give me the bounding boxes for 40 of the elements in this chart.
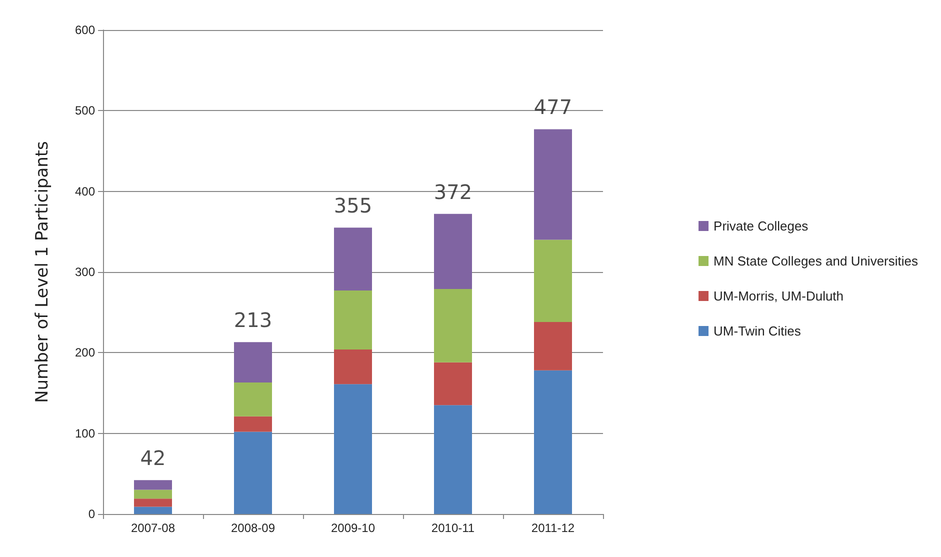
y-tick-label: 0 xyxy=(88,507,96,521)
bar xyxy=(434,288,472,362)
bar xyxy=(134,506,172,514)
legend-label: UM-Morris, UM-Duluth xyxy=(714,288,844,304)
y-tick-label: 200 xyxy=(74,346,96,360)
y-tick-label: 500 xyxy=(74,104,96,118)
bar xyxy=(234,432,272,514)
bar xyxy=(434,362,472,406)
y-axis-title: Number of Level 1 Participants xyxy=(32,140,52,403)
bar xyxy=(234,416,272,432)
bar xyxy=(134,498,172,507)
bar xyxy=(334,228,372,291)
y-tick-label: 400 xyxy=(74,184,96,198)
bar xyxy=(434,405,472,514)
x-tick-label: 2008-09 xyxy=(230,521,276,535)
y-tick-label: 600 xyxy=(74,23,96,37)
bar xyxy=(534,240,572,322)
bar xyxy=(134,480,172,490)
bar xyxy=(334,349,372,384)
x-tick-label: 2009-10 xyxy=(330,521,376,535)
bar xyxy=(234,342,272,383)
total-label: 42 xyxy=(140,446,166,470)
x-tick-label: 2011-12 xyxy=(531,521,575,535)
bar xyxy=(434,214,472,289)
bar xyxy=(534,129,572,240)
legend-label: MN State Colleges and Universities xyxy=(714,254,918,268)
total-label: 213 xyxy=(234,308,272,332)
total-label: 355 xyxy=(334,194,372,218)
y-tick-label: 100 xyxy=(74,426,96,440)
x-tick-label: 2010-11 xyxy=(431,521,475,535)
legend-label: Private Colleges xyxy=(714,218,809,234)
legend-label: UM-Twin Cities xyxy=(714,324,802,338)
bar xyxy=(134,490,172,499)
bar xyxy=(234,382,272,416)
bar xyxy=(534,370,572,514)
bar xyxy=(334,384,372,514)
y-tick-label: 300 xyxy=(74,265,96,279)
bar xyxy=(534,322,572,370)
bar xyxy=(334,290,372,350)
x-tick-label: 2007-08 xyxy=(130,521,176,535)
